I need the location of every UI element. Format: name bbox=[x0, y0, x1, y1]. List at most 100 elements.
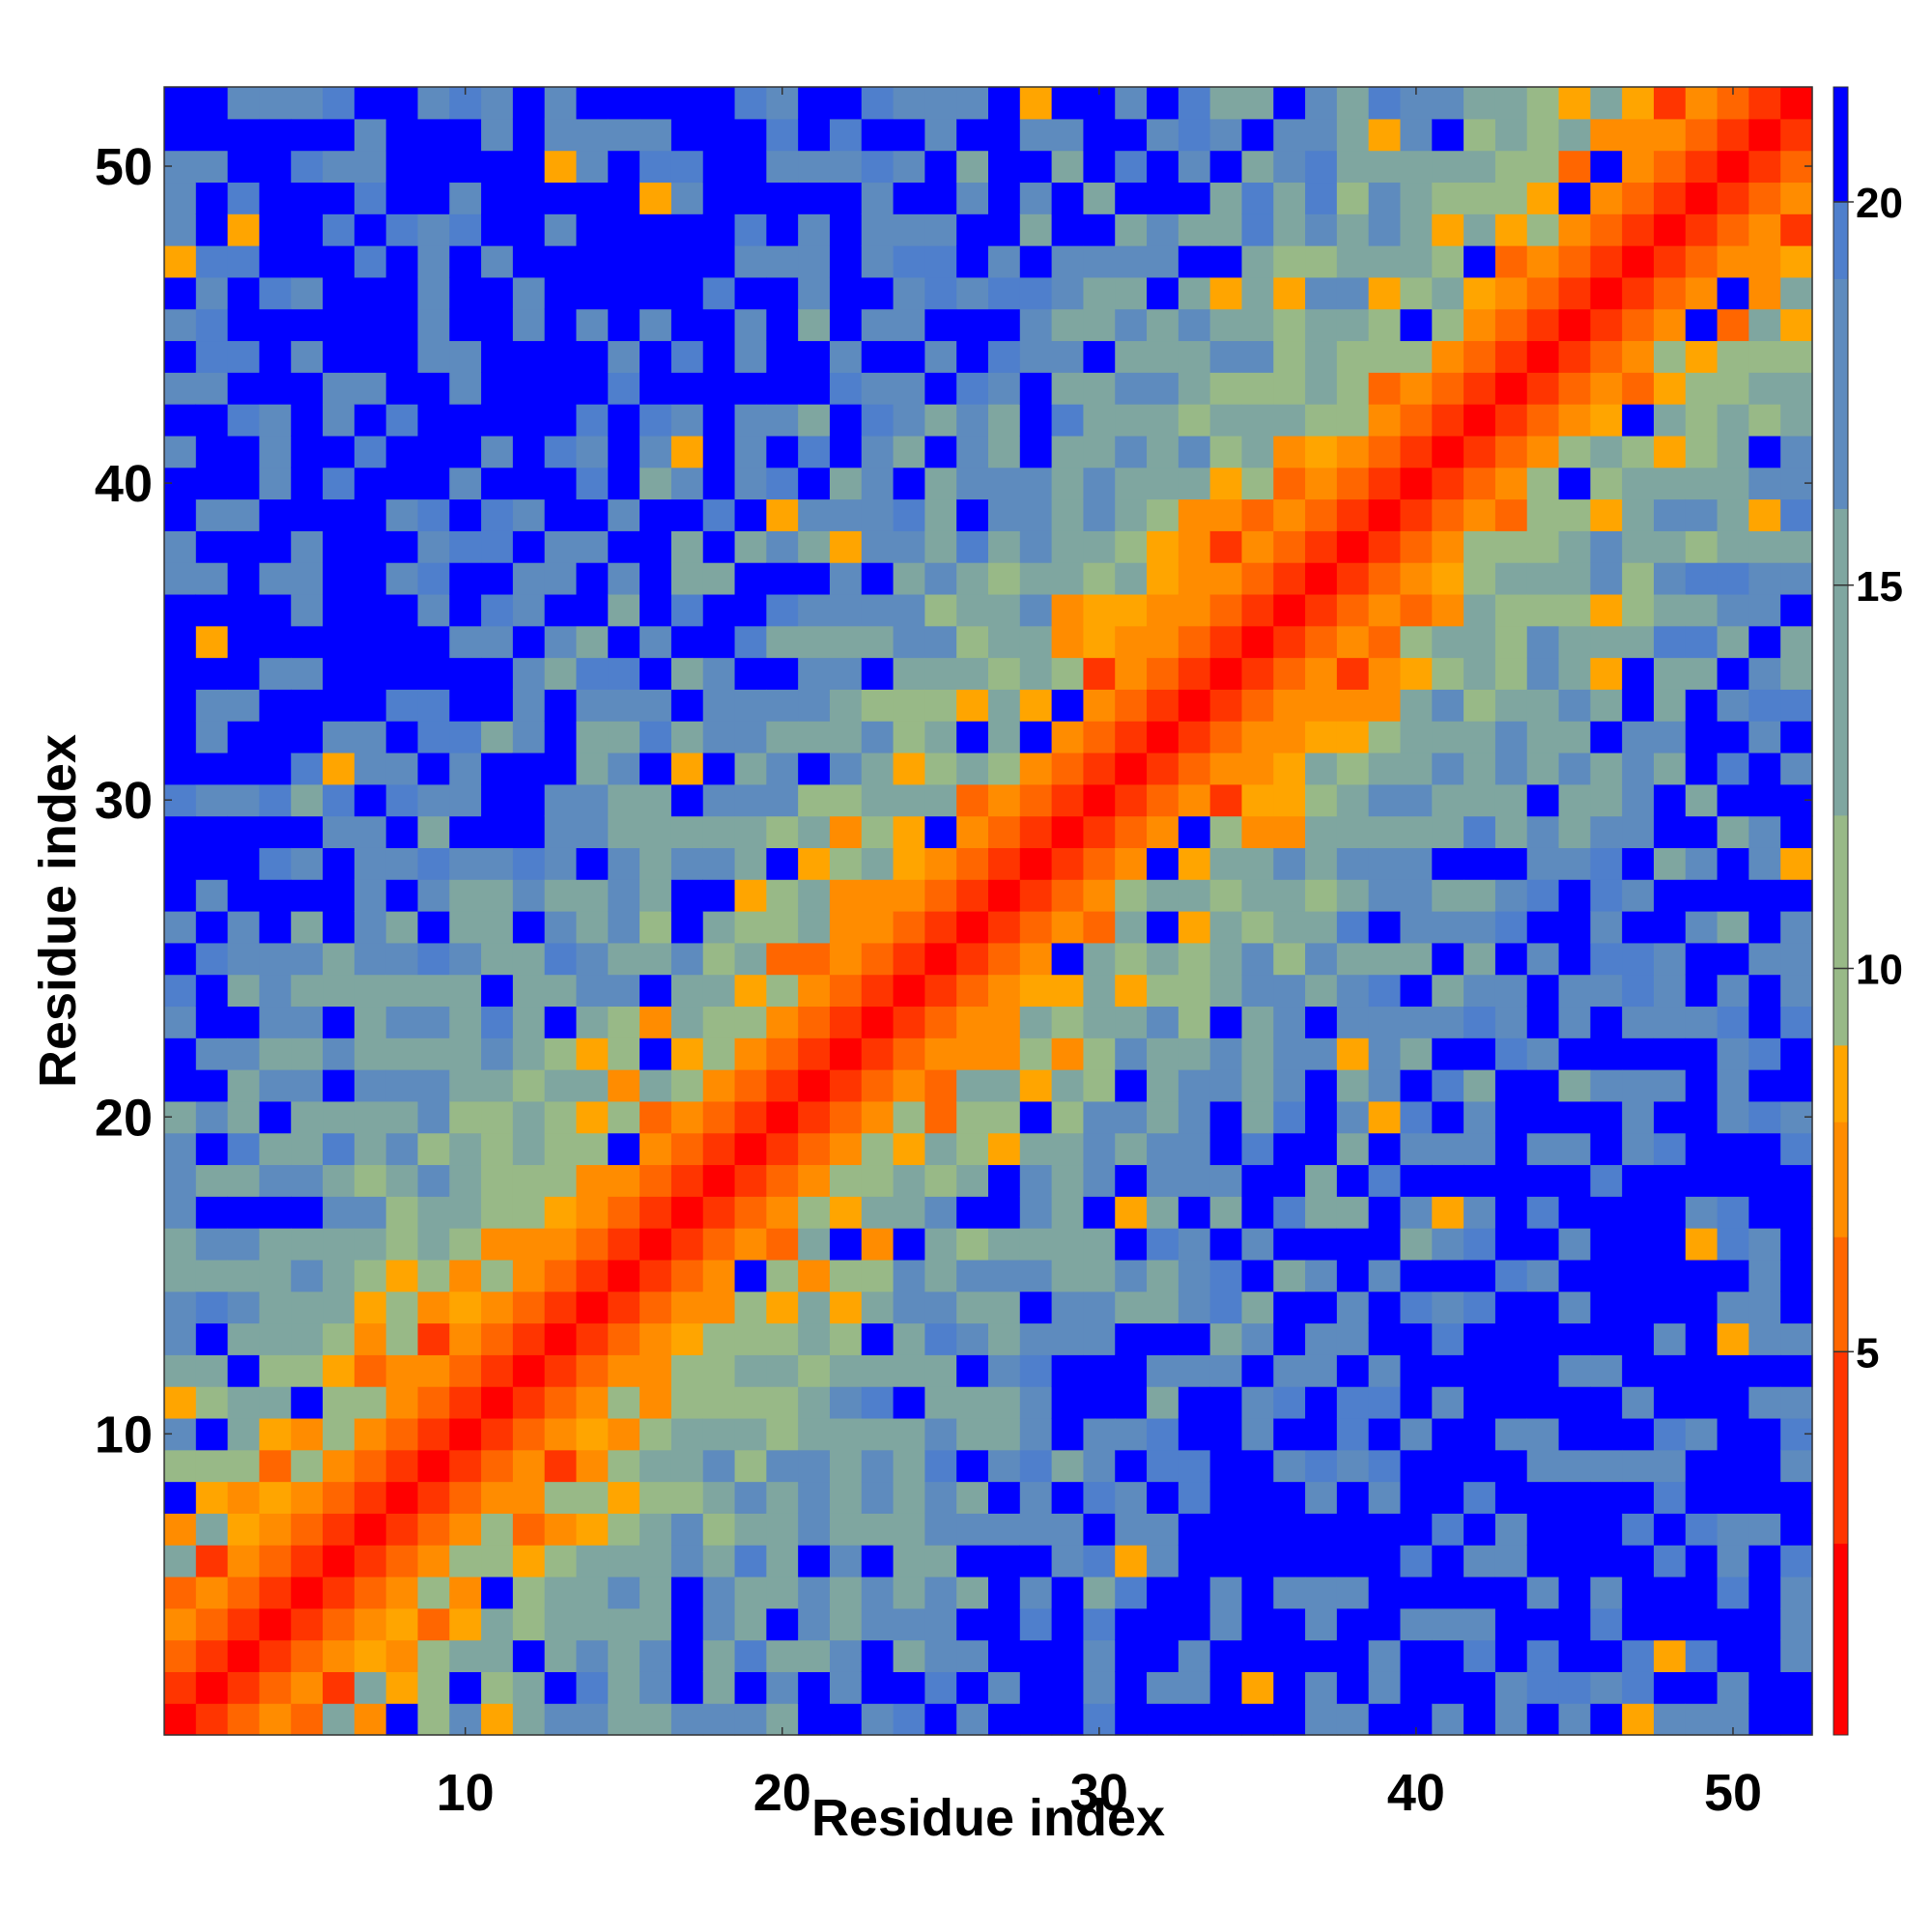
heatmap-cell bbox=[354, 498, 387, 531]
heatmap-cell bbox=[291, 911, 324, 944]
heatmap-cell bbox=[766, 1386, 799, 1419]
heatmap-cell bbox=[1400, 1607, 1433, 1641]
heatmap-cell bbox=[1147, 752, 1179, 785]
heatmap-cell bbox=[608, 213, 640, 246]
heatmap-cell bbox=[1400, 1291, 1433, 1324]
heatmap-cell bbox=[259, 1322, 292, 1355]
heatmap-cell bbox=[481, 1132, 514, 1166]
heatmap-cell bbox=[639, 1639, 672, 1672]
heatmap-cell bbox=[956, 182, 989, 214]
heatmap-cell bbox=[544, 1481, 578, 1514]
heatmap-cell bbox=[195, 182, 229, 214]
heatmap-cell bbox=[449, 372, 482, 405]
heatmap-cell bbox=[734, 182, 767, 214]
heatmap-cell bbox=[544, 467, 578, 500]
heatmap-cell bbox=[1241, 1671, 1274, 1704]
heatmap-cell bbox=[354, 1639, 387, 1672]
heatmap-cell bbox=[354, 815, 387, 848]
heatmap-cell bbox=[1590, 118, 1623, 152]
heatmap-cell bbox=[1717, 721, 1749, 753]
heatmap-cell bbox=[1590, 1576, 1623, 1609]
heatmap-cell bbox=[1336, 847, 1370, 880]
heatmap-cell bbox=[1717, 340, 1749, 373]
heatmap-cell bbox=[861, 783, 895, 817]
heatmap-cell bbox=[1590, 1449, 1623, 1483]
heatmap-cell bbox=[798, 752, 831, 785]
heatmap-cell bbox=[1780, 1164, 1813, 1197]
heatmap-cell bbox=[1368, 435, 1402, 469]
heatmap-cell bbox=[291, 1037, 324, 1070]
heatmap-cell bbox=[227, 404, 261, 437]
heatmap-cell bbox=[323, 1196, 355, 1229]
heatmap-cell bbox=[1368, 1545, 1402, 1577]
heatmap-cell bbox=[512, 1449, 546, 1483]
heatmap-cell bbox=[1147, 276, 1179, 310]
heatmap-cell bbox=[988, 372, 1021, 405]
heatmap-cell bbox=[1336, 1545, 1370, 1577]
heatmap-cell bbox=[227, 721, 261, 753]
heatmap-cell bbox=[354, 372, 387, 405]
heatmap-cell bbox=[385, 942, 419, 976]
heatmap-cell bbox=[1305, 1037, 1338, 1070]
heatmap-cell bbox=[766, 1037, 799, 1070]
heatmap-cell bbox=[1494, 1164, 1528, 1197]
heatmap-cell bbox=[1400, 467, 1433, 500]
heatmap-cell bbox=[481, 87, 514, 120]
heatmap-cell bbox=[195, 404, 229, 437]
heatmap-cell bbox=[481, 118, 514, 152]
heatmap-cell bbox=[734, 530, 767, 563]
heatmap-cell bbox=[1526, 1006, 1560, 1038]
heatmap-cell bbox=[1241, 245, 1274, 278]
heatmap-cell bbox=[1178, 308, 1211, 342]
heatmap-cell bbox=[639, 1291, 672, 1324]
heatmap-cell bbox=[1432, 1545, 1464, 1577]
heatmap-cell bbox=[670, 1671, 704, 1704]
heatmap-cell bbox=[291, 721, 324, 753]
heatmap-cell bbox=[1653, 1703, 1687, 1736]
heatmap-cell bbox=[1590, 1228, 1623, 1261]
heatmap-cell bbox=[1748, 593, 1781, 627]
heatmap-cell bbox=[1019, 815, 1053, 848]
colorbar-band bbox=[1833, 1236, 1848, 1352]
heatmap-cell bbox=[1051, 1322, 1085, 1355]
heatmap-cell bbox=[893, 562, 925, 595]
heatmap-cell bbox=[829, 1576, 863, 1609]
heatmap-cell bbox=[1147, 245, 1179, 278]
heatmap-cell bbox=[829, 721, 863, 753]
heatmap-cell bbox=[1209, 1639, 1243, 1672]
heatmap-cell bbox=[670, 1703, 704, 1736]
heatmap-cell bbox=[164, 1037, 197, 1070]
heatmap-cell bbox=[1622, 245, 1655, 278]
heatmap-cell bbox=[1019, 213, 1053, 246]
heatmap-cell bbox=[1083, 1576, 1116, 1609]
heatmap-cell bbox=[1368, 1069, 1402, 1102]
heatmap-cell bbox=[481, 815, 514, 848]
heatmap-cell bbox=[1526, 815, 1560, 848]
heatmap-cell bbox=[291, 1196, 324, 1229]
heatmap-cell bbox=[1432, 689, 1464, 722]
heatmap-cell bbox=[481, 879, 514, 912]
heatmap-cell bbox=[195, 1322, 229, 1355]
heatmap-cell bbox=[1780, 593, 1813, 627]
heatmap-cell bbox=[417, 150, 450, 184]
heatmap-cell bbox=[924, 1671, 957, 1704]
heatmap-cell bbox=[576, 530, 609, 563]
heatmap-cell bbox=[1463, 340, 1496, 373]
heatmap-cell bbox=[1653, 879, 1687, 912]
heatmap-cell bbox=[1400, 1513, 1433, 1546]
heatmap-cell bbox=[670, 340, 704, 373]
heatmap-cell bbox=[861, 1671, 895, 1704]
heatmap-cell bbox=[861, 1259, 895, 1293]
heatmap-cell bbox=[449, 1449, 482, 1483]
heatmap-cell bbox=[385, 1386, 419, 1419]
heatmap-cell bbox=[1241, 1100, 1274, 1134]
heatmap-cell bbox=[1526, 879, 1560, 912]
heatmap-cell bbox=[481, 340, 514, 373]
heatmap-cell bbox=[608, 1513, 640, 1546]
heatmap-cell bbox=[861, 562, 895, 595]
heatmap-cell bbox=[1653, 182, 1687, 214]
heatmap-cell bbox=[354, 783, 387, 817]
heatmap-cell bbox=[1622, 1291, 1655, 1324]
heatmap-cell bbox=[1717, 1322, 1749, 1355]
heatmap-cell bbox=[259, 498, 292, 531]
